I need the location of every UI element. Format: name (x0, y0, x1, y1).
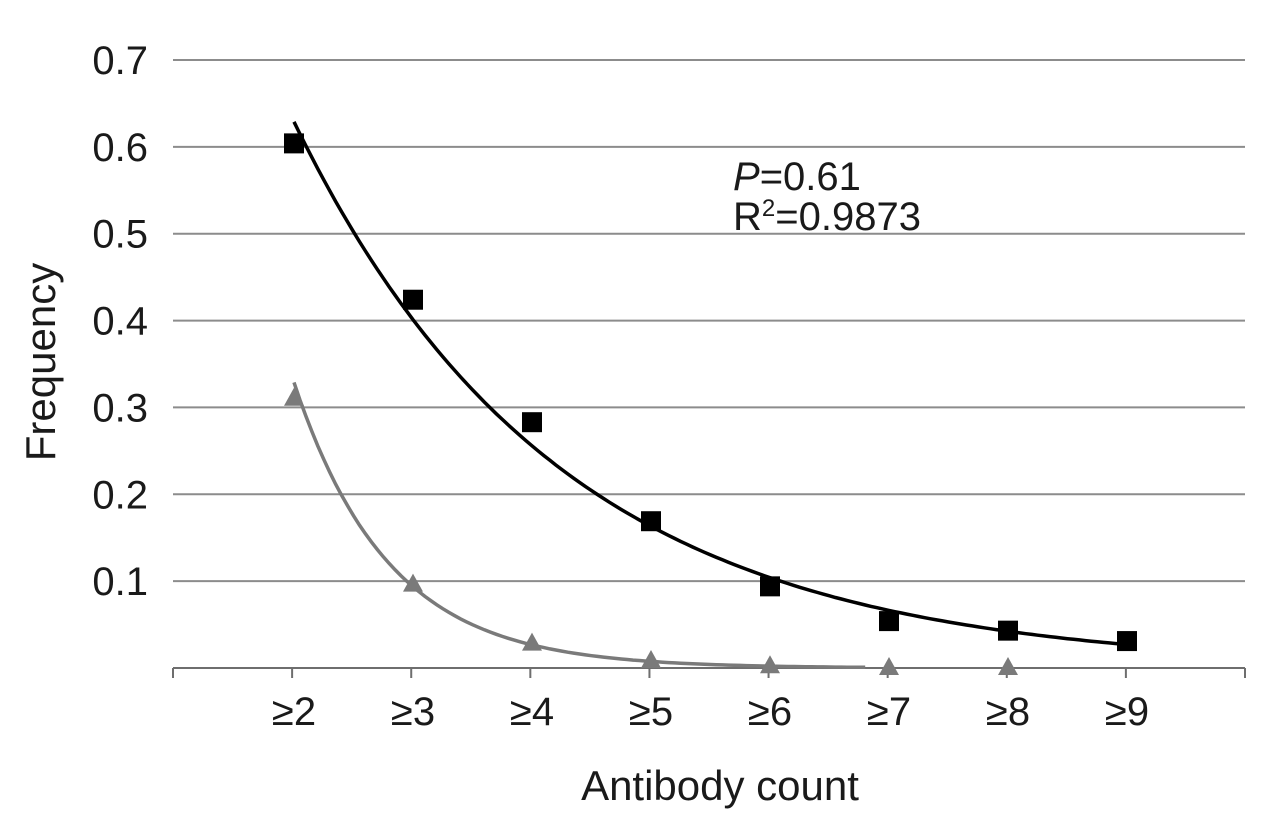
x-tick-label: ≥6 (748, 690, 792, 734)
y-tick-label: 0.3 (92, 386, 148, 430)
square-marker (641, 511, 661, 532)
triangle-marker (760, 655, 780, 674)
x-tick-labels: ≥2 ≥3 ≥4 ≥5 ≥6 ≥7 ≥8 ≥9 (272, 690, 1149, 734)
r2-value: =0.9873 (775, 195, 921, 239)
square-marker (403, 289, 423, 310)
p-value-annotation: P=0.61 (733, 155, 861, 199)
p-value: =0.61 (760, 155, 861, 199)
square-marker (879, 611, 899, 632)
triangle-marker (403, 573, 423, 592)
y-tick-label: 0.2 (92, 473, 148, 517)
x-tick-label: ≥7 (867, 690, 911, 734)
x-axis (172, 667, 1246, 678)
square-marker (284, 133, 304, 154)
p-label: P (733, 155, 760, 199)
y-tick-label: 0.6 (92, 126, 148, 170)
triangle-marker (522, 632, 542, 651)
gridlines (173, 59, 1245, 583)
y-axis-title: Frequency (17, 263, 64, 461)
x-tick-label: ≥8 (986, 690, 1030, 734)
y-tick-label: 0.5 (92, 213, 148, 257)
square-marker (998, 620, 1018, 641)
r2-label: R (733, 195, 762, 239)
regression-annotation: P=0.61 R2=0.9873 (733, 155, 921, 239)
r2-superscript: 2 (762, 195, 775, 222)
y-tick-label: 0.7 (92, 39, 148, 83)
x-tick-label: ≥2 (272, 690, 316, 734)
triangle-marker (998, 657, 1018, 675)
trendline (292, 381, 866, 670)
x-tick-label: ≥9 (1105, 690, 1149, 734)
square-marker (522, 412, 542, 433)
triangle-marker (879, 657, 899, 675)
trendline (292, 121, 1128, 647)
triangle-marker (641, 650, 661, 669)
x-axis-title: Antibody count (581, 762, 859, 809)
x-tick-label: ≥4 (510, 690, 554, 734)
data-points (284, 133, 1137, 675)
y-tick-labels: 0.1 0.2 0.3 0.4 0.5 0.6 0.7 (92, 39, 148, 604)
r-squared-annotation: R2=0.9873 (733, 195, 921, 239)
square-marker (1117, 631, 1137, 652)
square-marker (760, 576, 780, 597)
y-tick-label: 0.1 (92, 560, 148, 604)
x-tick-label: ≥3 (391, 690, 435, 734)
x-tick-label: ≥5 (629, 690, 673, 734)
y-tick-label: 0.4 (92, 300, 148, 344)
triangle-marker (284, 387, 304, 406)
